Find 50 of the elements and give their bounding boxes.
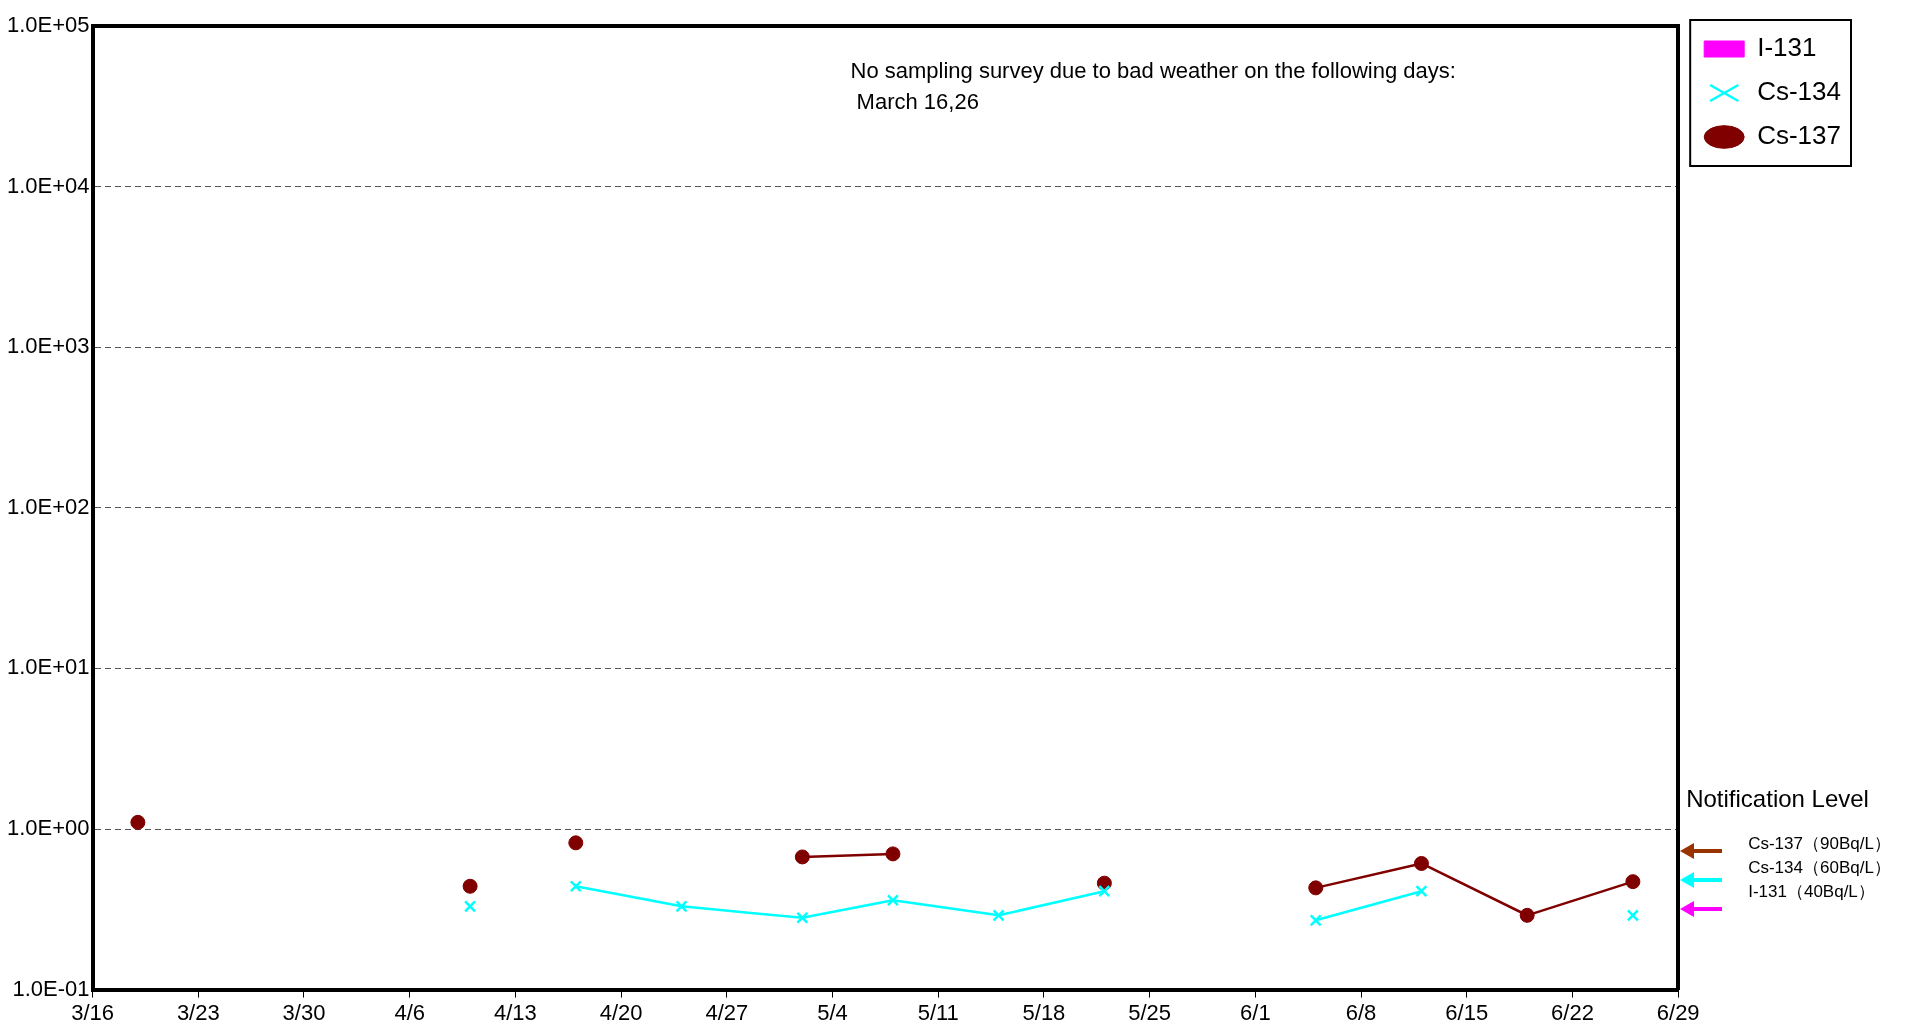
point xyxy=(675,900,688,913)
point xyxy=(569,880,583,893)
point xyxy=(463,900,477,913)
x-tick-label: 5/4 xyxy=(817,999,848,1025)
x-tick-label: 6/15 xyxy=(1445,999,1489,1025)
x-tick-label: 5/18 xyxy=(1022,999,1066,1025)
x-tick-label: 4/6 xyxy=(394,999,425,1025)
point xyxy=(794,849,810,865)
x-tick-label: 5/11 xyxy=(917,999,959,1025)
x-tick-label: 6/8 xyxy=(1345,999,1377,1025)
legend-label: Cs-137 xyxy=(1757,120,1842,151)
point xyxy=(992,909,1005,922)
y-tick-label: 1.0E+02 xyxy=(7,493,90,519)
text: Cs-137（90Bq/L） xyxy=(1748,834,1891,853)
point xyxy=(885,846,901,862)
point xyxy=(796,911,809,924)
point xyxy=(1098,884,1111,898)
y-tick-label: 1.0E+04 xyxy=(7,172,90,198)
point xyxy=(1413,855,1429,871)
point xyxy=(1519,907,1535,923)
x-tick-label: 6/29 xyxy=(1656,999,1700,1025)
point xyxy=(462,878,478,894)
point xyxy=(1626,909,1640,922)
annotation: No sampling survey due to bad weather on the following days: March 16,26 xyxy=(850,58,1456,114)
y-tick-label: 1.0E+03 xyxy=(7,333,90,359)
legend-label: I-131 xyxy=(1757,32,1817,63)
y-tick-label: 1.0E+05 xyxy=(7,12,90,38)
x-tick-label: 3/30 xyxy=(282,999,326,1025)
legend-label: Cs-134 xyxy=(1757,76,1842,107)
y-tick-label: 1.0E+01 xyxy=(7,654,90,680)
y-tick-label: 1.0E+00 xyxy=(7,815,90,841)
x-tick-label: 3/16 xyxy=(71,999,114,1025)
point xyxy=(1625,874,1641,890)
point xyxy=(1415,884,1428,898)
x-tick-label: 3/23 xyxy=(176,999,220,1025)
x-tick-label: 4/20 xyxy=(599,999,643,1025)
point xyxy=(568,835,584,851)
point xyxy=(1308,880,1324,896)
text: Cs-134（60Bq/L） xyxy=(1748,858,1891,877)
x-tick-label: 6/22 xyxy=(1551,999,1594,1025)
point xyxy=(886,894,900,907)
x-tick-label: 5/25 xyxy=(1128,999,1172,1025)
x-tick-label: 4/27 xyxy=(705,999,749,1025)
text: I-131（40Bq/L） xyxy=(1748,882,1875,901)
point xyxy=(130,814,146,830)
point xyxy=(1309,914,1322,927)
x-tick-label: 4/13 xyxy=(493,999,537,1025)
x-tick-label: 6/1 xyxy=(1240,999,1271,1025)
y-tick-label: 1.0E-01 xyxy=(12,975,90,1001)
text: Notification Level xyxy=(1686,785,1869,812)
